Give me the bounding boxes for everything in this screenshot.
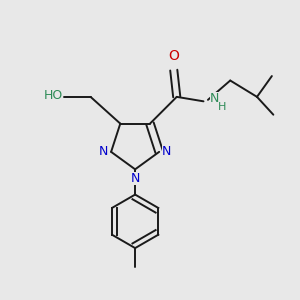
- Text: N: N: [99, 146, 108, 158]
- Text: H: H: [218, 102, 226, 112]
- Text: HO: HO: [44, 89, 63, 102]
- Text: N: N: [162, 146, 171, 158]
- Text: O: O: [168, 49, 179, 63]
- Text: N: N: [210, 92, 219, 105]
- Text: N: N: [130, 172, 140, 185]
